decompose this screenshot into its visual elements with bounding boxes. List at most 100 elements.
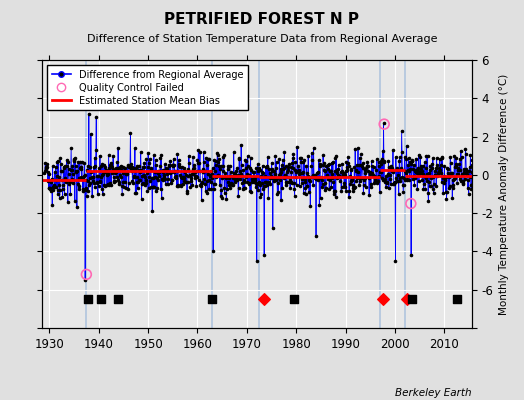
Point <box>198 196 206 203</box>
Point <box>80 160 89 166</box>
Point <box>373 174 381 180</box>
Point <box>87 169 95 176</box>
Point <box>141 177 150 183</box>
Point <box>139 180 147 186</box>
Point <box>84 296 92 302</box>
Point <box>67 167 75 173</box>
Point <box>293 144 301 150</box>
Point <box>372 167 380 173</box>
Point <box>281 179 290 185</box>
Point <box>157 152 166 158</box>
Point <box>200 159 208 166</box>
Point <box>228 175 237 181</box>
Point <box>442 189 450 195</box>
Point <box>398 149 406 156</box>
Point <box>328 160 336 166</box>
Point <box>60 165 68 172</box>
Point <box>422 171 431 177</box>
Point <box>246 164 254 171</box>
Point <box>416 169 424 176</box>
Point <box>211 168 219 174</box>
Point <box>446 160 455 166</box>
Point <box>100 162 108 168</box>
Point <box>311 175 320 181</box>
Point <box>239 167 247 173</box>
Point <box>111 177 119 184</box>
Point <box>375 163 384 170</box>
Point <box>343 166 352 173</box>
Point <box>439 190 447 196</box>
Point <box>366 171 374 177</box>
Point <box>135 177 143 183</box>
Point <box>51 184 59 190</box>
Point <box>173 183 181 189</box>
Point <box>201 168 210 174</box>
Point <box>189 154 197 160</box>
Point <box>402 142 411 149</box>
Point <box>317 174 325 180</box>
Point <box>277 166 285 172</box>
Point <box>177 182 185 189</box>
Point <box>72 167 80 174</box>
Point <box>108 164 116 170</box>
Point <box>394 178 402 184</box>
Point <box>407 160 415 167</box>
Point <box>225 181 233 188</box>
Point <box>226 184 235 191</box>
Point <box>290 296 298 302</box>
Point <box>207 168 215 174</box>
Point <box>140 182 149 188</box>
Point <box>455 176 464 182</box>
Point <box>122 171 130 178</box>
Point <box>198 180 206 186</box>
Point <box>232 168 241 174</box>
Point <box>210 185 218 192</box>
Point <box>210 157 219 163</box>
Point <box>353 162 361 168</box>
Point <box>360 177 368 184</box>
Point <box>68 176 76 182</box>
Point <box>194 160 202 166</box>
Point <box>61 163 69 169</box>
Point <box>321 186 329 193</box>
Point <box>169 162 178 168</box>
Point <box>170 168 178 175</box>
Point <box>307 174 315 180</box>
Point <box>81 187 90 194</box>
Point <box>315 157 323 164</box>
Point <box>323 173 331 179</box>
Point <box>293 168 302 174</box>
Point <box>77 174 85 180</box>
Point <box>407 252 416 258</box>
Point <box>362 184 370 191</box>
Point <box>367 184 375 190</box>
Point <box>406 158 414 165</box>
Point <box>48 176 56 182</box>
Point <box>359 165 367 172</box>
Point <box>91 154 99 161</box>
Point <box>436 161 445 168</box>
Point <box>347 167 356 174</box>
Point <box>451 164 459 170</box>
Point <box>461 176 469 183</box>
Point <box>468 179 477 186</box>
Point <box>267 159 276 166</box>
Point <box>186 172 194 178</box>
Point <box>114 144 122 151</box>
Point <box>217 193 225 200</box>
Point <box>334 166 342 172</box>
Point <box>443 165 452 172</box>
Point <box>319 152 327 158</box>
Point <box>367 180 375 187</box>
Point <box>329 179 337 186</box>
Point <box>86 164 94 171</box>
Point <box>338 161 346 167</box>
Text: Berkeley Earth: Berkeley Earth <box>395 388 472 398</box>
Point <box>187 184 195 190</box>
Point <box>67 145 75 152</box>
Point <box>280 165 288 171</box>
Point <box>253 258 261 264</box>
Point <box>78 176 86 182</box>
Point <box>421 186 429 193</box>
Point <box>147 184 156 190</box>
